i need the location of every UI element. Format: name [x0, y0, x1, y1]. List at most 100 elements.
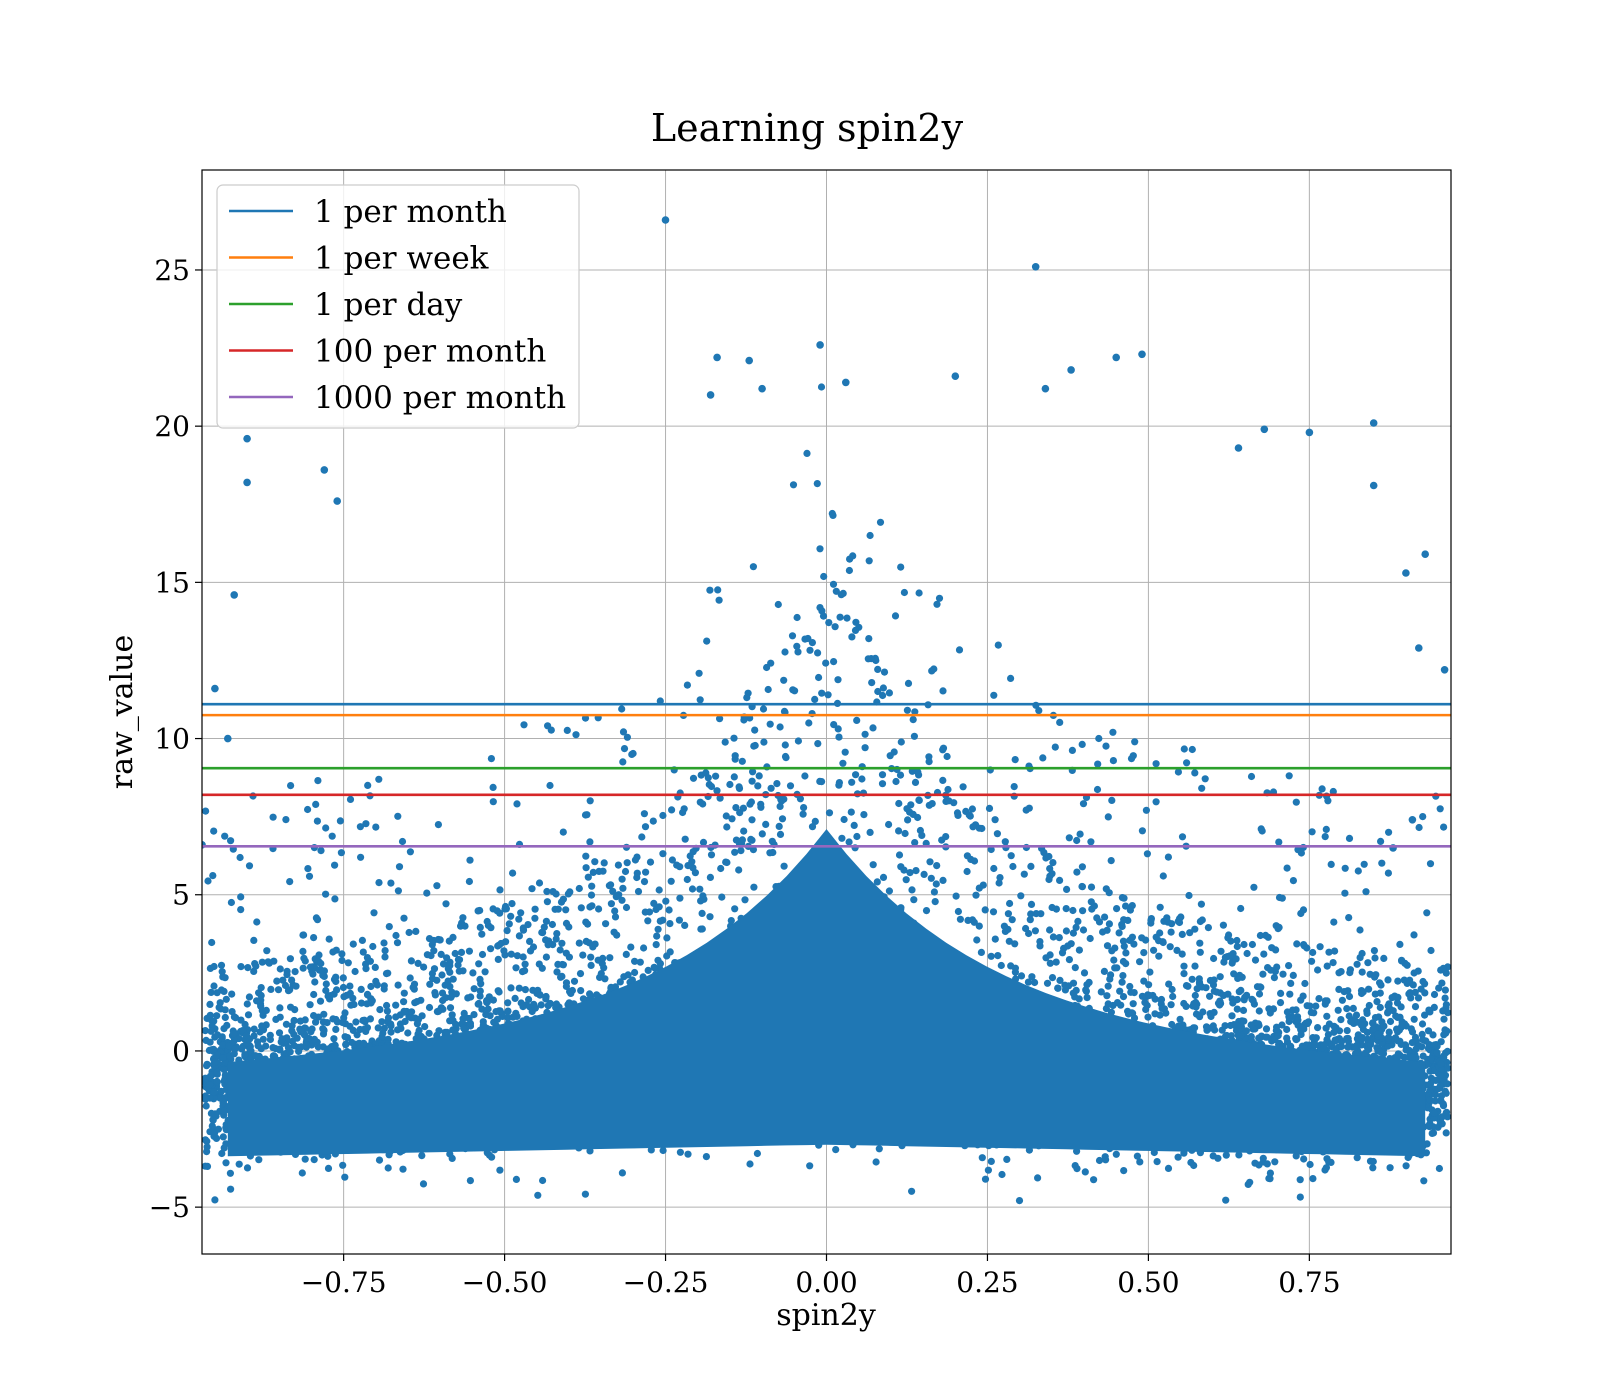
scatter-point	[805, 719, 813, 727]
scatter-point	[1421, 989, 1429, 997]
scatter-point	[1314, 1024, 1322, 1032]
scatter-point	[237, 906, 245, 914]
scatter-point	[1402, 1162, 1410, 1170]
scatter-point	[394, 812, 402, 820]
scatter-point	[584, 873, 592, 881]
scatter-point	[588, 882, 596, 890]
scatter-point	[642, 868, 650, 876]
scatter-point	[902, 876, 910, 884]
scatter-point	[351, 967, 359, 976]
scatter-point	[1301, 979, 1309, 988]
scatter-point	[892, 777, 900, 786]
scatter-point	[793, 613, 801, 622]
scatter-point	[542, 953, 551, 961]
scatter-point	[216, 999, 224, 1007]
scatter-point	[489, 783, 497, 792]
scatter-point	[253, 918, 261, 926]
scatter-point	[1143, 1001, 1151, 1010]
scatter-point	[435, 1027, 443, 1035]
scatter-point	[880, 668, 889, 676]
scatter-point	[494, 955, 502, 964]
scatter-point	[237, 963, 245, 971]
scatter-point	[631, 957, 639, 965]
scatter-point	[587, 891, 596, 899]
scatter-point	[696, 798, 704, 806]
scatter-point	[653, 932, 661, 940]
scatter-point	[1233, 936, 1241, 945]
scatter-point	[439, 960, 448, 968]
scatter-point	[1093, 785, 1102, 794]
scatter-point	[400, 914, 408, 922]
scatter-point	[507, 912, 515, 920]
scatter-point	[250, 1025, 258, 1033]
scatter-point	[1188, 745, 1196, 754]
scatter-point	[310, 990, 318, 999]
scatter-point	[236, 853, 244, 862]
scatter-point	[649, 817, 657, 825]
scatter-point	[911, 778, 920, 787]
scatter-point	[544, 722, 552, 730]
scatter-point	[1071, 964, 1079, 972]
scatter-point	[582, 864, 590, 872]
scatter-point	[1022, 806, 1030, 814]
scatter-point	[1255, 990, 1264, 998]
scatter-point	[407, 957, 415, 965]
scatter-point	[1024, 978, 1032, 986]
scatter-point	[1120, 1167, 1128, 1175]
scatter-point	[1186, 929, 1194, 937]
scatter-point	[299, 947, 307, 956]
scatter-point	[1358, 968, 1366, 976]
scatter-point	[1165, 980, 1173, 988]
scatter-point	[732, 804, 740, 812]
scatter-point	[621, 867, 630, 876]
scatter-point	[1384, 976, 1392, 984]
scatter-point	[815, 673, 823, 682]
scatter-point	[420, 963, 428, 971]
scatter-point	[903, 706, 912, 714]
scatter-point	[257, 1002, 265, 1010]
scatter-point	[933, 862, 941, 870]
scatter-point	[395, 863, 404, 871]
chart-title: Learning spin2y	[651, 106, 964, 150]
scatter-point	[372, 823, 380, 831]
scatter-point	[563, 726, 571, 735]
scatter-point	[478, 1005, 486, 1013]
scatter-point	[830, 658, 838, 666]
scatter-point	[543, 887, 551, 896]
scatter-point	[1376, 1003, 1384, 1012]
scatter-point	[1423, 1140, 1431, 1148]
scatter-point	[984, 1166, 993, 1174]
scatter-point	[1087, 883, 1096, 891]
scatter-point	[1180, 745, 1188, 753]
scatter-point	[1270, 974, 1278, 982]
scatter-point	[552, 890, 560, 898]
scatter-points	[202, 216, 1451, 1205]
scatter-point	[953, 809, 962, 817]
scatter-point	[602, 920, 610, 928]
scatter-point	[1432, 1076, 1440, 1084]
scatter-point	[1373, 998, 1381, 1006]
scatter-point	[319, 971, 327, 979]
scatter-point	[1005, 937, 1013, 945]
scatter-point	[528, 885, 536, 893]
scatter-point	[1180, 962, 1188, 970]
scatter-point	[400, 989, 408, 997]
scatter-point	[1283, 1025, 1291, 1034]
scatter-point	[667, 877, 675, 885]
scatter-point	[577, 987, 585, 995]
scatter-point	[359, 948, 367, 956]
scatter-point	[1178, 833, 1187, 841]
scatter-point	[908, 1187, 916, 1195]
scatter-point	[991, 935, 999, 943]
scatter-point	[227, 898, 235, 907]
scatter-point	[324, 1164, 333, 1172]
scatter-point	[808, 823, 817, 831]
scatter-point	[1442, 1001, 1450, 1009]
scatter-point	[1345, 914, 1353, 922]
scatter-point	[794, 737, 803, 745]
scatter-point	[763, 663, 771, 672]
scatter-point	[825, 619, 833, 627]
scatter-point	[387, 879, 395, 887]
scatter-point	[716, 715, 724, 723]
scatter-point	[1136, 1158, 1144, 1166]
